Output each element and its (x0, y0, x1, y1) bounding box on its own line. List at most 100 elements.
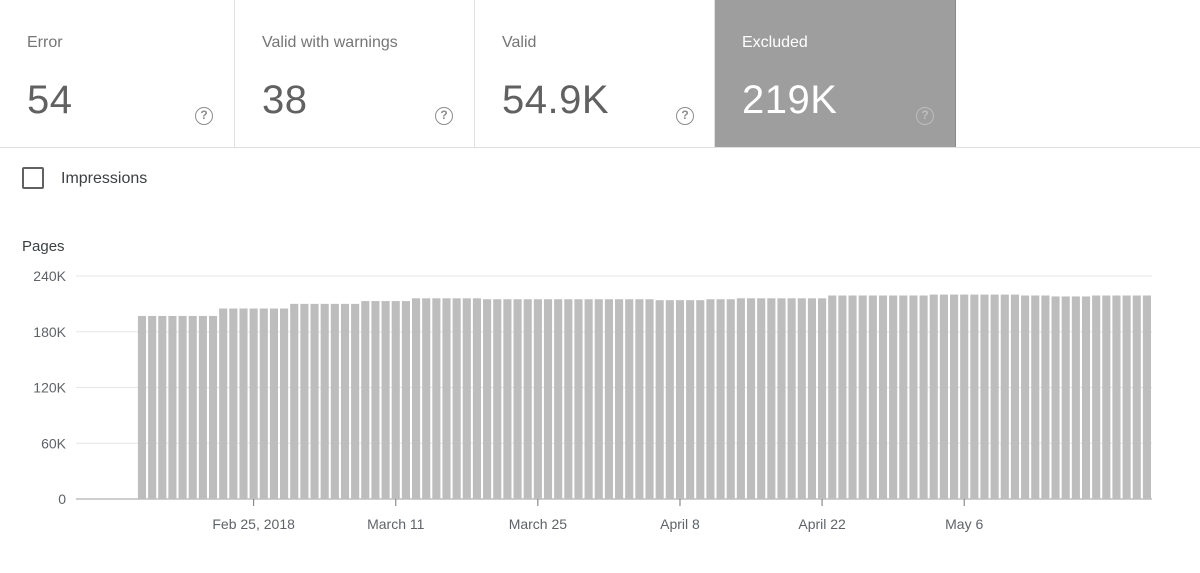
bar (330, 303, 339, 500)
bar (1000, 294, 1009, 499)
bar (361, 301, 370, 499)
bar (554, 299, 563, 499)
tile-label: Valid (502, 34, 537, 51)
bar (239, 308, 248, 499)
y-tick-label: 60K (41, 435, 67, 451)
bar (1142, 295, 1151, 499)
bar (594, 299, 603, 499)
bar (432, 298, 441, 499)
bar (797, 298, 806, 499)
x-tick-label: March 11 (367, 516, 425, 532)
bar (1021, 295, 1030, 499)
bar (889, 295, 898, 499)
bar (269, 308, 278, 499)
bar (950, 294, 959, 499)
bar (401, 301, 410, 499)
x-tick-label: Feb 25, 2018 (212, 516, 295, 532)
bar (483, 299, 492, 499)
bar (1122, 295, 1131, 499)
bar (371, 301, 380, 499)
help-icon[interactable]: ? (676, 107, 694, 125)
bar (970, 294, 979, 499)
tile-valid-with-warnings[interactable]: Valid with warnings 38 ? (235, 0, 475, 147)
help-icon[interactable]: ? (195, 107, 213, 125)
bar (615, 299, 624, 499)
bar (381, 301, 390, 499)
bar (168, 315, 177, 499)
bar (249, 308, 258, 499)
status-tiles: Error 54 ? Valid with warnings 38 ? Vali… (0, 0, 1200, 148)
bar (767, 298, 776, 499)
bar (960, 294, 969, 499)
bar (736, 298, 745, 499)
bar (726, 299, 735, 499)
bar (625, 299, 634, 499)
bar (1092, 295, 1101, 499)
bar (533, 299, 542, 499)
bar (757, 298, 766, 499)
bar (340, 303, 350, 500)
tile-value: 54 (27, 78, 73, 122)
bar (828, 295, 837, 499)
x-tick-label: May 6 (945, 516, 983, 532)
bar (1061, 296, 1070, 499)
x-tick-label: April 22 (798, 516, 846, 532)
bar (259, 308, 268, 499)
tile-excluded[interactable]: Excluded 219K ? (715, 0, 956, 147)
bar (1031, 295, 1040, 499)
bar (604, 299, 613, 499)
bar (208, 315, 218, 499)
tile-value: 38 (262, 78, 308, 122)
impressions-checkbox[interactable] (22, 167, 44, 189)
bar (391, 301, 400, 499)
bar (1041, 295, 1050, 499)
y-ticks: 0 60K 120K 180K 240K (33, 268, 66, 507)
bar (198, 315, 207, 499)
y-tick-label: 120K (33, 380, 66, 396)
tiles-divider (0, 147, 1200, 148)
bar (513, 299, 522, 499)
bar (412, 298, 421, 499)
bar (310, 303, 319, 500)
bar (1010, 294, 1020, 499)
bar (777, 298, 786, 499)
help-icon[interactable]: ? (435, 107, 453, 125)
bar (929, 294, 938, 499)
bar (1071, 296, 1080, 499)
bar (158, 315, 167, 499)
bar (818, 298, 827, 499)
bar (188, 315, 197, 499)
bar (706, 299, 715, 499)
bar (807, 298, 816, 499)
tile-value: 54.9K (502, 78, 610, 122)
bar (1081, 296, 1091, 499)
bar (320, 303, 329, 500)
bar (990, 294, 999, 499)
bar (716, 299, 725, 499)
bar (280, 308, 289, 499)
x-tick-label: April 8 (660, 516, 700, 532)
tile-label: Excluded (742, 34, 808, 51)
tile-valid[interactable]: Valid 54.9K ? (475, 0, 715, 147)
bar (584, 299, 593, 499)
y-tick-label: 240K (33, 268, 66, 284)
bar (503, 299, 512, 499)
bar (686, 300, 695, 499)
help-icon[interactable]: ? (916, 107, 934, 125)
bar (574, 299, 583, 499)
tile-error[interactable]: Error 54 ? (0, 0, 235, 147)
x-tick-label: March 25 (509, 516, 568, 532)
bar (909, 295, 918, 499)
bar (148, 315, 157, 499)
y-tick-label: 180K (33, 324, 66, 340)
bar (351, 303, 360, 500)
bar (1132, 295, 1141, 499)
impressions-label: Impressions (61, 170, 148, 187)
bar (635, 299, 644, 499)
bar (422, 298, 431, 499)
bar (655, 300, 664, 499)
bar (848, 295, 857, 499)
bar (787, 298, 796, 499)
bar (878, 295, 888, 499)
bar (178, 315, 187, 499)
